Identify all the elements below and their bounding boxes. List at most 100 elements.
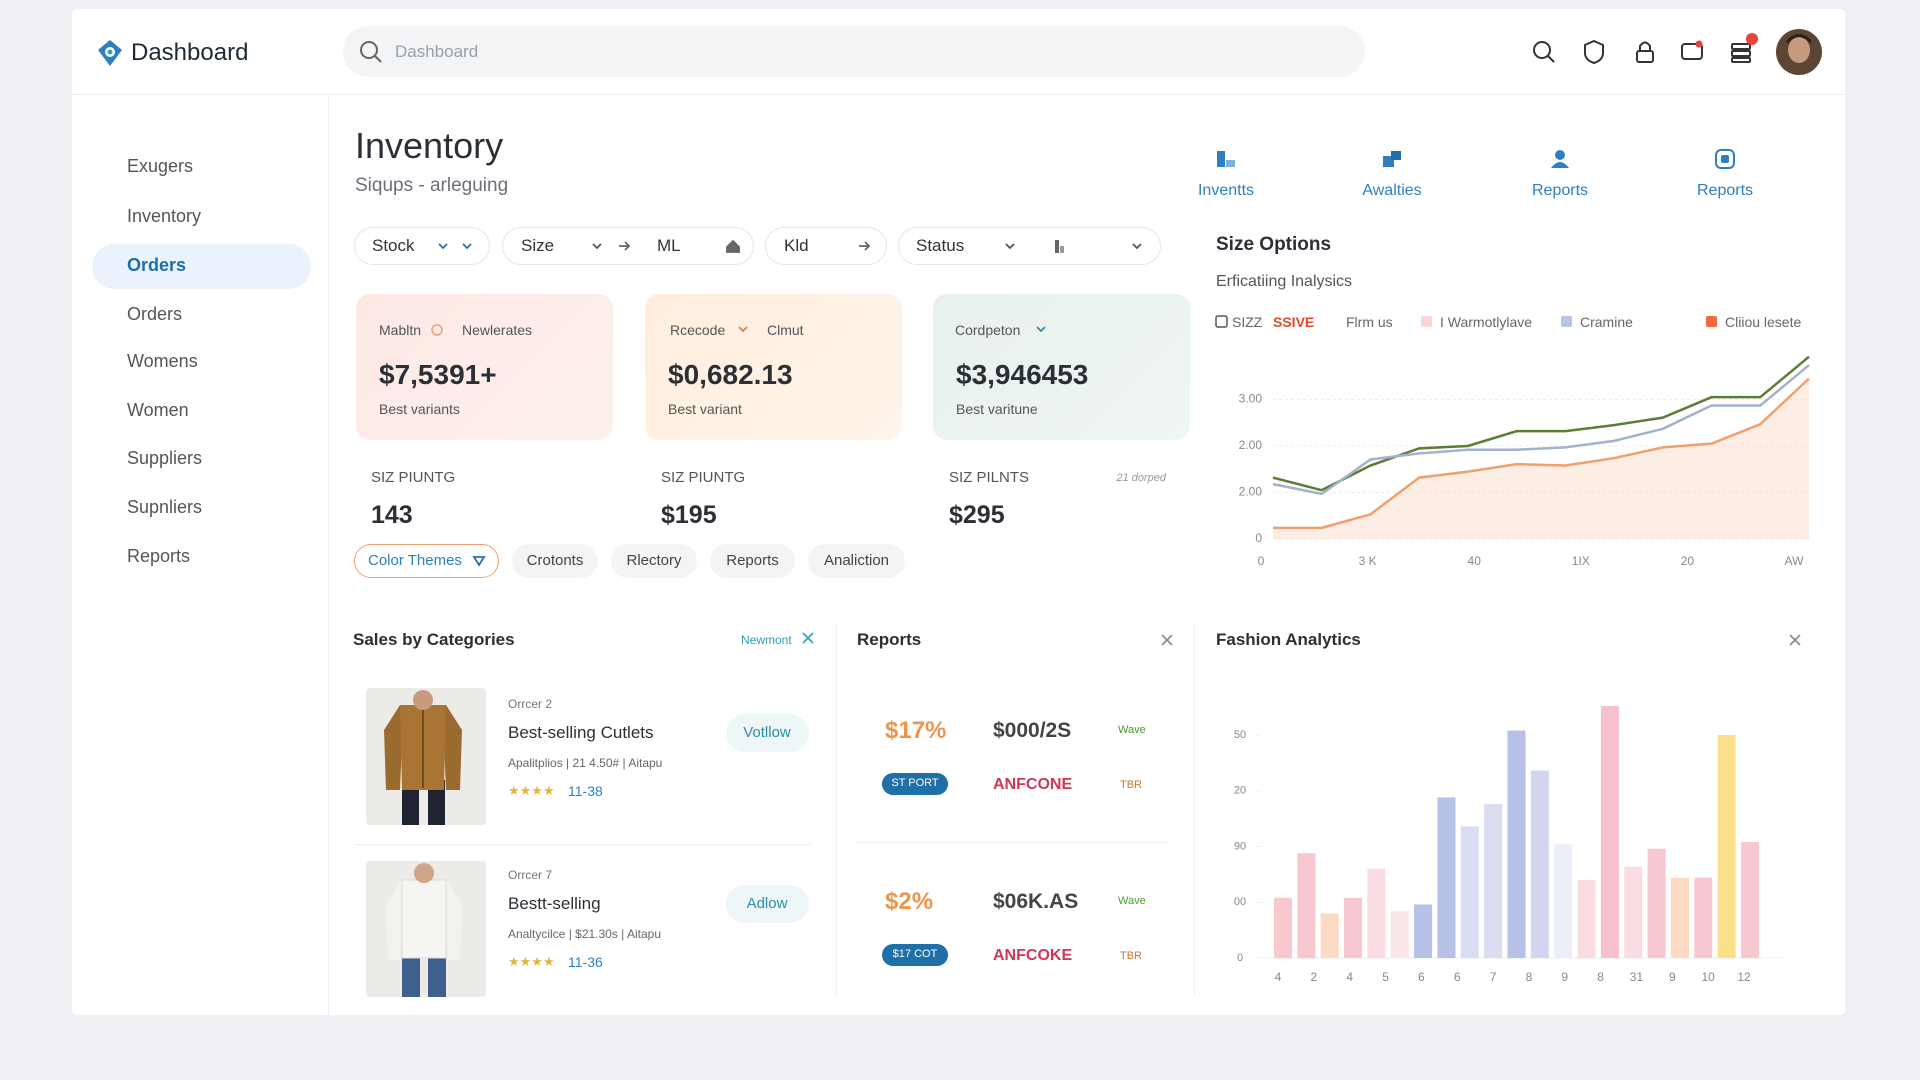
row-divider [354,844,812,845]
y-tick-label: 0 [1255,531,1262,545]
search-bar[interactable] [343,26,1365,77]
bar [1694,877,1713,958]
stat-value: $3,946453 [956,359,1089,391]
chip-label[interactable]: Rlectory [626,552,682,569]
y-tick-label: 20 [1234,785,1246,797]
legend-label: SIZZ [1232,313,1263,330]
filter-label[interactable]: Kld [784,235,809,255]
filter-label[interactable]: Stock [372,235,415,255]
line-series [1272,364,1810,496]
chevron[interactable] [1036,326,1046,333]
stat-label: Newlerates [462,321,533,338]
report-tag: Wave [1118,895,1146,908]
chip[interactable] [710,544,795,578]
summary-value: $195 [661,501,717,529]
chip[interactable] [611,544,697,578]
product-button[interactable] [726,885,809,923]
stat-card [645,294,902,440]
status-circle [431,324,443,336]
summary-label: SIZ PIUNTG [371,469,456,486]
filter-pill[interactable] [354,227,490,265]
x-tick-label: 9 [1561,970,1568,984]
bar [1344,897,1363,958]
filter-label[interactable]: Size [521,235,555,255]
tab-icons[interactable] [1217,149,1735,169]
filter-label[interactable]: Status [916,235,965,255]
panel-link[interactable]: Newmont [741,632,792,647]
x-tick-label: 0 [1258,554,1265,568]
product-stars: ★★★★ [508,783,555,799]
tab-label[interactable]: Awalties [1362,182,1422,200]
stat-label: Mabltn [379,321,422,338]
logo-icon [98,40,122,66]
bar [1717,735,1736,958]
close-icons[interactable] [802,632,1801,646]
tab-label[interactable]: Inventts [1197,182,1255,200]
product-rating: 11-38 [568,782,603,799]
sidebar-item[interactable]: Orders [127,304,183,325]
x-tick-label: 4 [1346,970,1353,984]
panel-title: Sales by Categories [353,629,515,649]
sidebar-divider [328,94,329,1015]
sidebar-item[interactable]: Exugers [127,156,194,177]
line-series [1273,377,1810,530]
legend-label: Flrm us [1346,313,1393,330]
bar [1600,706,1619,958]
chip[interactable] [512,544,598,578]
sidebar-item[interactable]: Supnliers [127,497,203,518]
product-name: Bestt-selling [508,893,601,913]
x-tick-label: 6 [1418,970,1425,984]
product-button[interactable] [726,714,809,752]
sidebar-item[interactable]: Orders [127,255,187,276]
sidebar-item[interactable]: Womens [127,351,198,372]
product-button-label[interactable]: Adlow [746,895,788,912]
chip[interactable] [808,544,905,578]
sidebar-item[interactable]: Women [127,400,189,421]
chevron[interactable] [738,326,748,333]
bar [1274,897,1292,958]
avatar[interactable] [1776,29,1822,75]
sidebar-item[interactable]: Reports [127,546,191,567]
filter-extra[interactable]: ML [657,235,681,255]
search-icon [360,41,382,63]
legend-label: Cliiou lesete [1725,313,1802,330]
stat-label: Cordpeton [955,321,1021,338]
chip-label[interactable]: Crotonts [526,552,584,569]
bar [1530,770,1549,958]
stat-label: Rcecode [670,321,726,338]
stat-note: Best variants [379,400,460,417]
bar [1390,911,1409,958]
product-meta: Analtycilce | $21.30s | Aitapu [508,926,661,941]
legend-swatch [1706,316,1717,327]
chip-dropdown[interactable] [472,556,486,567]
chip[interactable] [354,544,499,578]
bar [1647,848,1666,958]
header-icons[interactable] [1533,39,1751,65]
stat-note: Best variant [668,400,742,417]
summary-label: SIZ PIUNTG [661,469,746,486]
bar [1414,904,1433,958]
stat-label: Clmut [767,321,804,338]
sidebar-item[interactable]: Inventory [127,206,202,227]
report-tag: Wave [1118,724,1146,737]
x-tick-label: 2 [1311,970,1318,984]
sidebar-item[interactable]: Suppliers [127,448,203,469]
filter-icons[interactable] [438,239,1142,253]
chip-label[interactable]: Analiction [823,552,890,569]
line-series [1272,355,1810,492]
report-badge [882,944,948,966]
chip-label[interactable]: Color Themes [368,552,462,569]
legend-swatch [1421,316,1432,327]
bar [1624,866,1643,958]
tab-label[interactable]: Reports [1696,182,1754,200]
chip-label[interactable]: Reports [726,552,779,569]
search-placeholder: Dashboard [395,41,479,61]
report-status: TBR [1120,950,1142,963]
bar [1460,826,1479,958]
filter-pill[interactable] [898,227,1161,265]
product-button-label[interactable]: Votllow [743,724,791,741]
x-tick-label: AW [1785,554,1805,568]
tab-label[interactable]: Reports [1531,182,1589,200]
main-card [72,9,1845,1015]
x-tick-label: 8 [1526,970,1533,984]
